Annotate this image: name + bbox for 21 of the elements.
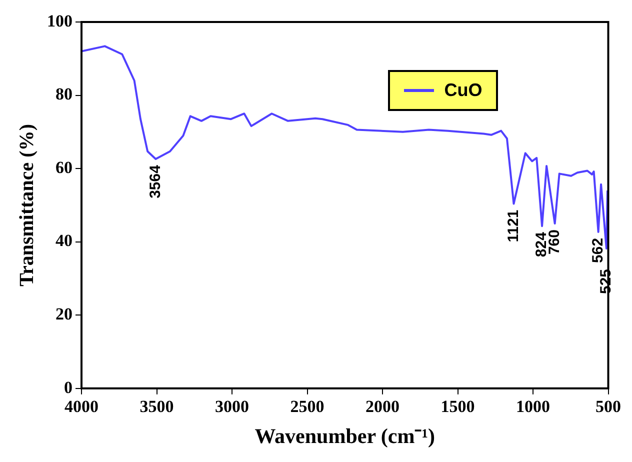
x-tick-label: 2500 — [290, 396, 324, 416]
y-tick-label: 20 — [56, 304, 72, 324]
y-tick-label: 40 — [56, 231, 72, 250]
legend-label: CuO — [444, 80, 482, 101]
x-tick-label: 3000 — [215, 396, 249, 416]
annotation: 1121 — [504, 210, 522, 242]
x-tick-label: 2000 — [366, 396, 400, 416]
x-tick-label: 4000 — [64, 396, 98, 416]
y-tick-label: 100 — [47, 11, 72, 30]
x-tick-label: 3500 — [140, 396, 174, 416]
y-tick-label: 60 — [56, 158, 72, 177]
x-tick-label: 500 — [596, 396, 621, 416]
annotation: 760 — [546, 230, 563, 255]
x-tick-label: 1000 — [516, 396, 550, 416]
x-axis-title: Wavenumber (cm⁻¹) — [254, 424, 436, 448]
x-tick-label: 1500 — [440, 396, 475, 416]
annotation: 562 — [589, 238, 606, 263]
y-tick-label: 80 — [56, 84, 72, 104]
y-axis-title: Transmittance (%) — [16, 124, 38, 286]
annotation: 3564 — [146, 164, 164, 198]
y-tick-label: 0 — [64, 378, 72, 397]
